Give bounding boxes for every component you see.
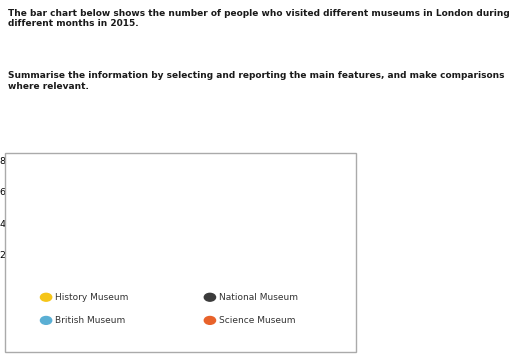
Text: Science Museum: Science Museum xyxy=(219,316,295,325)
Bar xyxy=(236,229,246,287)
Bar xyxy=(317,218,328,287)
Text: National Museum: National Museum xyxy=(219,293,298,302)
Bar xyxy=(74,222,84,287)
Bar xyxy=(297,248,307,287)
Bar xyxy=(53,225,63,287)
Bar xyxy=(267,210,278,287)
Bar xyxy=(124,260,135,287)
Bar xyxy=(328,242,338,287)
Bar xyxy=(257,196,267,287)
Bar xyxy=(307,261,317,287)
Bar xyxy=(175,193,185,287)
Text: British Museum: British Museum xyxy=(55,316,125,325)
Bar xyxy=(63,254,74,287)
Text: The bar chart below shows the number of people who visited different museums in : The bar chart below shows the number of … xyxy=(8,9,509,28)
Text: Summarise the information by selecting and reporting the main features, and make: Summarise the information by selecting a… xyxy=(8,71,504,90)
Bar xyxy=(84,219,95,287)
Bar xyxy=(135,222,145,287)
Bar xyxy=(185,239,196,287)
Text: History Museum: History Museum xyxy=(55,293,129,302)
Bar xyxy=(145,224,156,287)
Bar xyxy=(114,226,124,287)
Bar xyxy=(246,257,257,287)
Bar xyxy=(196,176,206,287)
Bar xyxy=(206,224,217,287)
